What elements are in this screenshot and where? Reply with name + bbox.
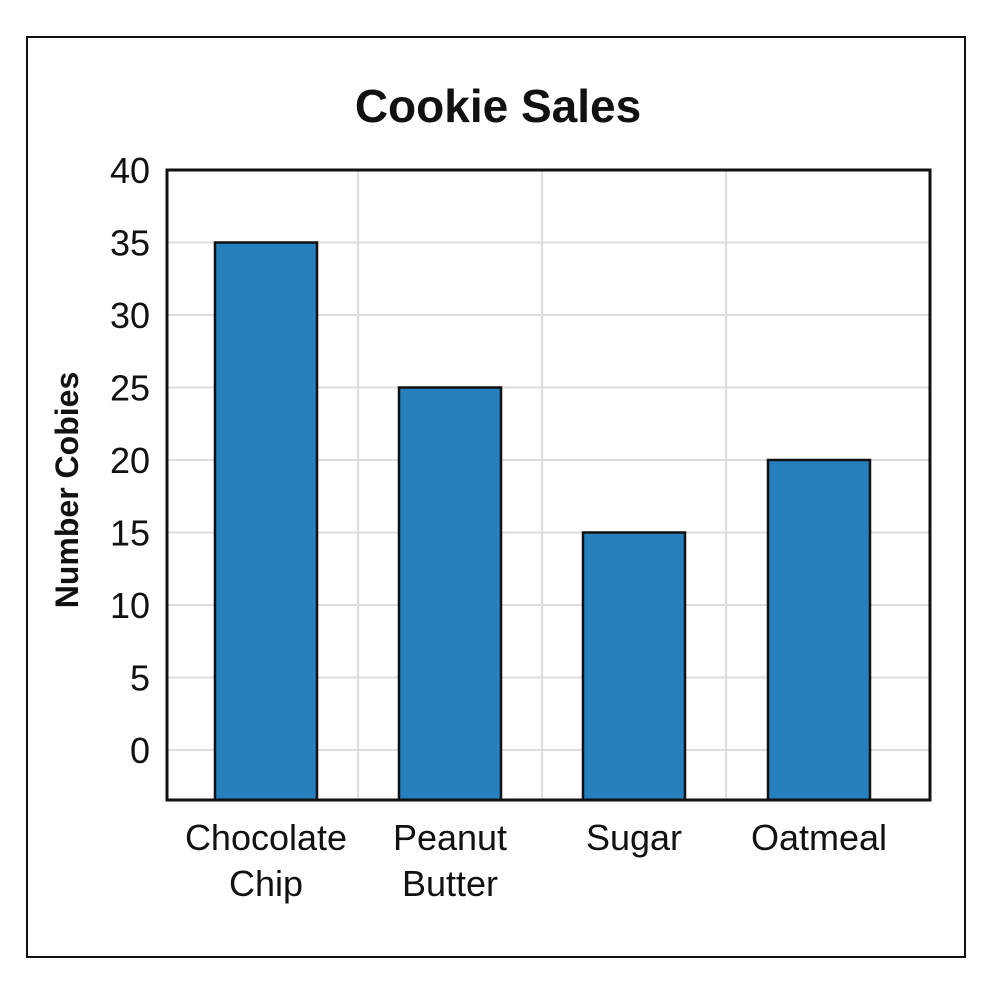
bar-oatmeal [766,458,872,802]
y-tick-label: 20 [110,440,150,481]
y-tick-labels: 0 5 10 15 20 25 30 35 40 [110,150,150,771]
bar-sugar [581,531,687,802]
y-tick-label: 35 [110,223,150,264]
axes [165,168,932,802]
y-axis-label: Number Cobies [49,372,85,608]
y-tick-label: 40 [110,150,150,191]
y-tick-label: 0 [130,730,150,771]
x-category-label: Sugar [586,817,682,858]
y-tick-label: 15 [110,513,150,554]
chart-title: Cookie Sales [355,80,641,132]
x-category-label: Chip [229,863,303,904]
x-category-labels: Chocolate Chip Peanut Butter Sugar Oatmeal [185,817,887,904]
y-tick-label: 10 [110,585,150,626]
x-category-label: Butter [402,863,498,904]
y-tick-label: 5 [130,658,150,699]
x-category-label: Peanut [393,817,507,858]
chart-frame [26,36,966,958]
plot-border [165,168,932,802]
y-tick-label: 25 [110,368,150,409]
bar-chocolate-chip [213,241,319,802]
x-category-label: Chocolate [185,817,347,858]
bar-peanut-butter [397,386,503,802]
bars [213,241,872,802]
x-category-label: Oatmeal [751,817,887,858]
y-tick-label: 30 [110,295,150,336]
